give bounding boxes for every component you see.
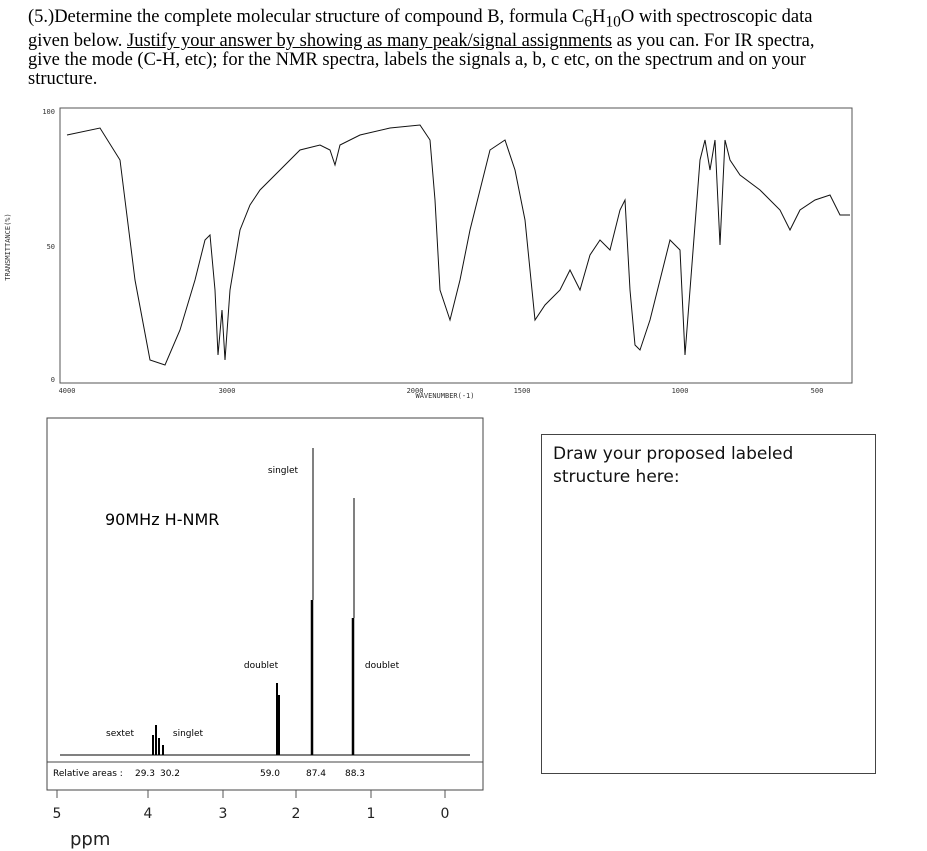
ir-spectrum: 100 50 0 TRANSMITTANCE(%) 4000 3000 2000… (4, 107, 853, 400)
underlined-text: Justify your answer by showing as many p… (127, 30, 613, 51)
x-axis-label: ppm (70, 829, 110, 850)
x-tick-label: 1 (367, 806, 376, 822)
peak-label: doublet (365, 661, 400, 671)
question-text: as you can. For IR spectra, give the mod… (28, 30, 815, 89)
question-text: (5.)Determine the complete molecular str… (28, 7, 585, 27)
x-tick-label: 500 (811, 387, 824, 395)
question: (5.)Determine the complete molecular str… (28, 8, 818, 89)
subscript: 6 (584, 13, 593, 31)
x-tick-label: 4 (144, 806, 153, 822)
x-tick-label: 3000 (219, 387, 236, 395)
question-text: O with spectroscopic data given below. (28, 7, 813, 51)
y-axis-label: TRANSMITTANCE(%) (4, 213, 12, 280)
nmr-title: 90MHz H-NMR (105, 510, 219, 529)
peak-label: sextet (106, 729, 134, 739)
y-tick-label: 0 (51, 376, 55, 384)
ir-trace (66, 124, 850, 366)
nmr-frame (46, 417, 484, 791)
areas-label: Relative areas : (53, 769, 123, 779)
x-tick-label: 5 (53, 806, 62, 822)
ir-frame (59, 107, 853, 384)
subscript: 10 (605, 13, 621, 31)
x-tick-label: 2000 (407, 387, 424, 395)
x-tick-label: 3 (219, 806, 228, 822)
question-text: H (592, 7, 606, 27)
answer-box: Draw your proposed labeled structure her… (541, 434, 876, 774)
x-tick-label: 1500 (514, 387, 531, 395)
ppm-tick-labels: 5 4 3 2 1 0 (53, 806, 450, 822)
peak-label: singlet (173, 729, 204, 739)
x-tick-label: 1000 (672, 387, 689, 395)
area-value: 29.3 (135, 769, 155, 779)
peak-label: singlet (268, 466, 299, 476)
x-tick-label: 4000 (59, 387, 76, 395)
x-tick-label: 2 (292, 806, 301, 822)
area-value: 30.2 (160, 769, 180, 779)
peak-label: doublet (244, 661, 279, 671)
nmr-peaks (152, 448, 355, 755)
x-axis-label: WAVENUMBER(-1) (415, 392, 474, 400)
ppm-ticks (56, 790, 446, 798)
area-value: 88.3 (345, 769, 365, 779)
area-value: 87.4 (306, 769, 326, 779)
answer-prompt: Draw your proposed labeled structure her… (553, 444, 794, 487)
y-tick-label: 50 (47, 243, 55, 251)
nmr-spectrum: 90MHz H-NMR singlet doublet doublet sext… (46, 417, 484, 850)
y-tick-label: 100 (42, 108, 55, 116)
x-tick-label: 0 (441, 806, 450, 822)
area-value: 59.0 (260, 769, 280, 779)
